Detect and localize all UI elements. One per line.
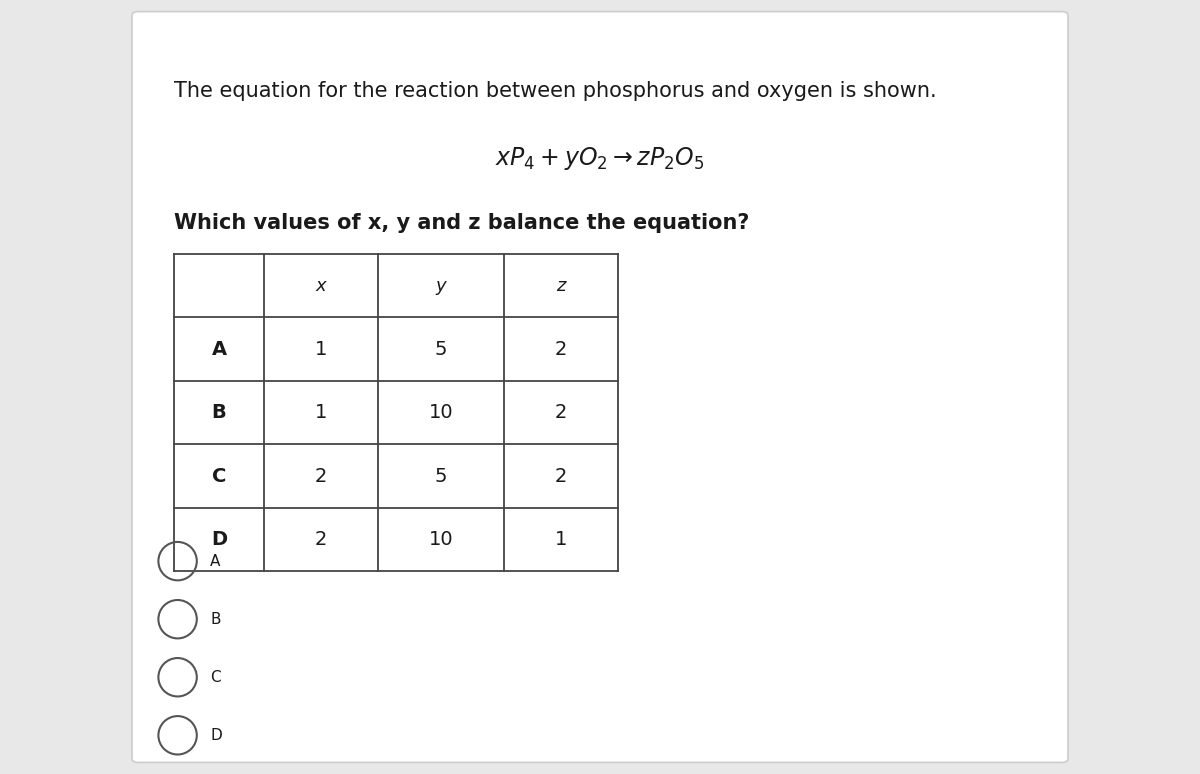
Text: 2: 2 — [554, 403, 568, 422]
Text: 10: 10 — [428, 530, 454, 549]
Text: C: C — [212, 467, 226, 485]
Text: 2: 2 — [554, 340, 568, 358]
Text: 1: 1 — [314, 403, 328, 422]
Text: z: z — [557, 276, 565, 295]
Text: B: B — [211, 403, 227, 422]
Text: 1: 1 — [554, 530, 568, 549]
Text: 2: 2 — [554, 467, 568, 485]
Text: C: C — [210, 670, 221, 685]
Text: Which values of x, y and z balance the equation?: Which values of x, y and z balance the e… — [174, 213, 749, 233]
Text: D: D — [210, 728, 222, 743]
Text: A: A — [210, 553, 221, 569]
Text: A: A — [211, 340, 227, 358]
Text: 5: 5 — [434, 340, 448, 358]
Text: 1: 1 — [314, 340, 328, 358]
Text: x: x — [316, 276, 326, 295]
Text: D: D — [211, 530, 227, 549]
Text: B: B — [210, 611, 221, 627]
Text: The equation for the reaction between phosphorus and oxygen is shown.: The equation for the reaction between ph… — [174, 81, 937, 101]
Text: 5: 5 — [434, 467, 448, 485]
Text: 2: 2 — [314, 467, 328, 485]
Text: y: y — [436, 276, 446, 295]
FancyBboxPatch shape — [132, 12, 1068, 762]
Text: $xP_4 + yO_2 \rightarrow zP_2O_5$: $xP_4 + yO_2 \rightarrow zP_2O_5$ — [496, 146, 704, 172]
Text: 10: 10 — [428, 403, 454, 422]
Text: 2: 2 — [314, 530, 328, 549]
